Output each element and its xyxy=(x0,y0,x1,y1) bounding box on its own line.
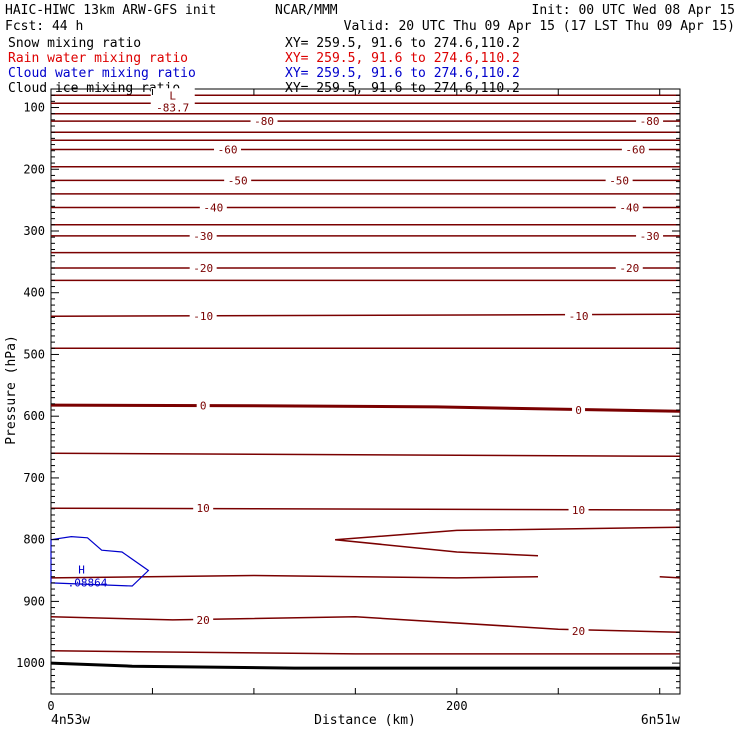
header-fcst: Fcst: 44 h xyxy=(5,19,83,34)
legend-cloud-water-xy: XY= 259.5, 91.6 to 274.6,110.2 xyxy=(285,66,520,81)
isotherm-label: -10 xyxy=(569,310,589,323)
isotherm-label: 10 xyxy=(572,504,585,517)
isotherm-line-20 xyxy=(50,616,681,634)
header-init: Init: 00 UTC Wed 08 Apr 15 xyxy=(532,3,736,18)
y-axis-title: Pressure (hPa) xyxy=(4,335,19,445)
header-center: NCAR/MMM xyxy=(275,3,338,18)
isotherm-line xyxy=(335,526,681,557)
isotherm-label: -40 xyxy=(203,202,223,215)
isotherm-label-bg xyxy=(615,262,643,275)
isotherm-label-bg xyxy=(615,201,643,214)
isotherm-label: -50 xyxy=(609,174,629,187)
terrain-line xyxy=(50,661,680,670)
isotherm-label: 0 xyxy=(575,404,582,417)
legend-cloud-water-label: Cloud water mixing ratio xyxy=(8,66,196,81)
isotherm-label: -20 xyxy=(619,262,639,275)
isotherm-label-bg xyxy=(636,229,664,242)
isotherm-label-bg xyxy=(568,504,589,517)
x-tick-label: 200 xyxy=(446,699,468,713)
isotherm-label: -80 xyxy=(640,115,660,128)
cloud-water-extremum-type: H xyxy=(78,563,85,576)
isotherm-label-bg xyxy=(189,310,217,323)
extremum-value: -83.7 xyxy=(156,101,189,114)
cloud-water-extremum-value: .08864 xyxy=(68,576,108,589)
y-tick-label: 700 xyxy=(23,471,45,485)
isotherm-line xyxy=(50,452,681,458)
extremum-bg xyxy=(150,88,195,113)
isotherm-line xyxy=(659,575,681,579)
isotherm-label: -30 xyxy=(193,230,213,243)
header-title: HAIC-HIWC 13km ARW-GFS init xyxy=(5,3,216,18)
isotherm-label: 10 xyxy=(197,502,210,515)
isotherm-label-bg xyxy=(196,399,210,412)
isotherm-label-bg xyxy=(621,143,649,156)
x-left-endpoint: 4n53w xyxy=(51,713,90,728)
isotherm-label: -40 xyxy=(619,202,639,215)
plot-area: -80 -80 -60 -60 -50 -50 -40 -40 -30 -30 -20 -20 -10 -… xyxy=(16,88,681,713)
isotherm-label: -50 xyxy=(228,174,248,187)
isotherm-label-bg xyxy=(565,310,593,323)
cloud-water-contour xyxy=(50,535,150,587)
legend-snow-xy: XY= 259.5, 91.6 to 274.6,110.2 xyxy=(285,36,520,51)
header-valid: Valid: 20 UTC Thu 09 Apr 15 (17 LST Thu … xyxy=(344,19,735,34)
y-tick-label: 400 xyxy=(23,286,45,300)
isotherm-label-bg xyxy=(193,502,214,515)
isotherm-line xyxy=(50,650,680,655)
legend-rain-label: Rain water mixing ratio xyxy=(8,51,188,66)
isotherm-label-bg xyxy=(193,613,214,626)
isotherm-label-bg xyxy=(636,115,664,128)
y-tick-label: 300 xyxy=(23,224,45,238)
isotherm-label-bg xyxy=(605,174,633,187)
isotherm-label-bg xyxy=(199,201,227,214)
isotherm-label: -60 xyxy=(218,144,238,157)
isotherm-label: 20 xyxy=(197,614,210,627)
y-tick-label: 900 xyxy=(23,594,45,608)
isotherm-label: -60 xyxy=(625,144,645,157)
isotherm-label: 20 xyxy=(572,625,585,638)
y-tick-label: 100 xyxy=(23,101,45,115)
isotherm-label: -20 xyxy=(193,262,213,275)
y-tick-label: 500 xyxy=(23,347,45,361)
isotherm-label-bg xyxy=(250,115,278,128)
isotherm-label-bg xyxy=(214,143,242,156)
isotherm-label-bg xyxy=(189,229,217,242)
isotherm-label: 0 xyxy=(200,400,207,413)
isotherm-line xyxy=(50,574,539,579)
x-right-endpoint: 6n51w xyxy=(641,713,680,728)
extremum-type: L xyxy=(169,89,176,102)
isotherm-label-bg xyxy=(568,625,589,638)
isotherm-label-bg xyxy=(224,174,252,187)
isotherm-label-bg xyxy=(189,262,217,275)
x-tick-label: 0 xyxy=(47,699,54,713)
y-tick-label: 600 xyxy=(23,409,45,423)
isotherm-line-0 xyxy=(50,403,681,413)
legend-snow-label: Snow mixing ratio xyxy=(8,36,141,51)
legend-rain-xy: XY= 259.5, 91.6 to 274.6,110.2 xyxy=(285,51,520,66)
isotherm-label: -30 xyxy=(640,230,660,243)
y-tick-label: 800 xyxy=(23,533,45,547)
y-tick-label: 200 xyxy=(23,162,45,176)
y-tick-label: 1000 xyxy=(16,656,45,670)
isotherm-label-bg xyxy=(572,404,586,417)
isotherm-label: -10 xyxy=(193,310,213,323)
isotherm-label: -80 xyxy=(254,115,274,128)
x-axis-title: Distance (km) xyxy=(314,713,416,728)
